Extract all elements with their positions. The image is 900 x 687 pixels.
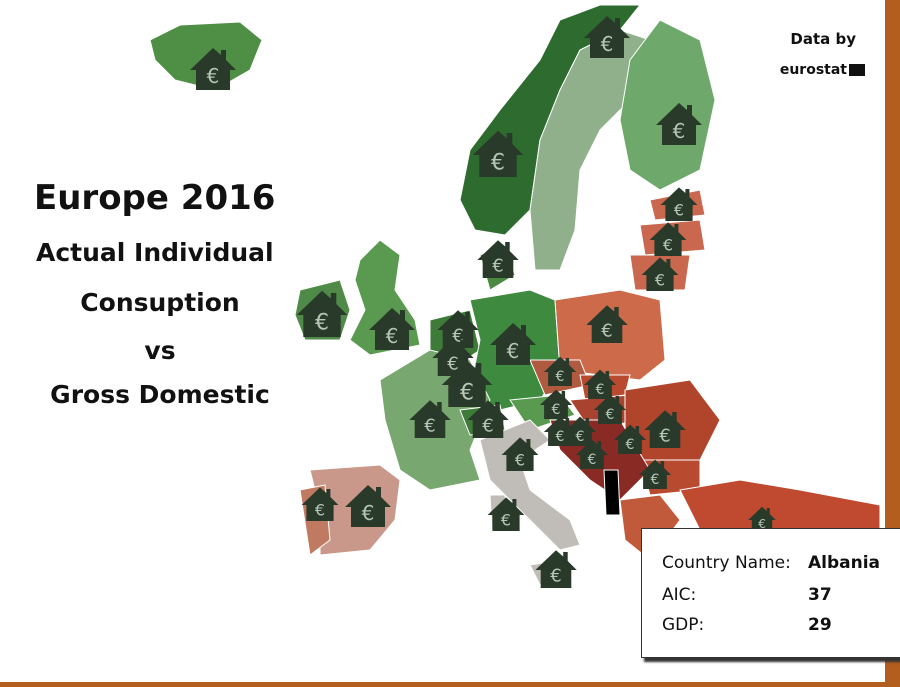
tooltip-country-value: Albania [808, 553, 881, 573]
title-line-2: Actual Individual [36, 238, 274, 267]
frame-border-right [885, 0, 900, 687]
svg-text:€: € [651, 472, 660, 488]
title-line-1: Europe 2016 [34, 178, 276, 218]
house-euro-icon[interactable]: € [296, 290, 348, 337]
svg-text:€: € [386, 324, 399, 348]
house-euro-icon[interactable]: € [487, 497, 525, 531]
tooltip-aic-label: AIC: [662, 585, 697, 605]
house-euro-icon[interactable]: € [644, 410, 686, 448]
svg-text:€: € [659, 426, 670, 447]
credit-source: eurostat [779, 62, 847, 78]
tooltip-gdp-label: GDP: [662, 615, 705, 635]
eurostat-logo: eurostat [780, 62, 865, 78]
svg-text:€: € [315, 310, 329, 335]
svg-text:€: € [362, 501, 375, 525]
svg-text:€: € [601, 321, 612, 342]
svg-text:€: € [424, 416, 435, 437]
svg-text:€: € [550, 566, 561, 587]
house-euro-icon[interactable]: € [641, 257, 679, 291]
tooltip-country-label: Country Name: [662, 553, 791, 573]
frame-border-bottom [0, 682, 900, 687]
house-euro-icon[interactable]: € [539, 389, 573, 419]
svg-text:€: € [674, 200, 684, 219]
country-albania[interactable] [603, 469, 621, 516]
svg-text:€: € [447, 354, 458, 375]
svg-text:€: € [515, 450, 525, 469]
house-euro-icon[interactable]: € [748, 506, 776, 532]
svg-text:€: € [626, 437, 635, 453]
house-euro-icon[interactable]: € [535, 550, 577, 588]
country-finland[interactable] [619, 19, 716, 191]
svg-text:€: € [596, 382, 605, 398]
svg-text:€: € [315, 500, 325, 519]
house-euro-icon[interactable]: € [477, 240, 519, 278]
house-euro-icon[interactable]: € [638, 459, 672, 489]
svg-text:€: € [556, 429, 565, 445]
house-euro-icon[interactable]: € [584, 16, 630, 58]
house-euro-icon[interactable]: € [583, 369, 617, 399]
svg-text:€: € [673, 119, 686, 143]
svg-text:€: € [492, 256, 503, 277]
svg-text:€: € [606, 407, 615, 423]
svg-text:€: € [552, 402, 561, 418]
svg-text:€: € [576, 429, 585, 445]
house-euro-icon[interactable]: € [301, 487, 339, 521]
tooltip-aic-value: 37 [808, 585, 832, 605]
svg-text:€: € [663, 235, 673, 254]
house-euro-icon[interactable]: € [660, 187, 698, 221]
country-tooltip: Country Name: Albania AIC: 37 GDP: 29 [641, 528, 900, 658]
europe-map[interactable]: €€€€€€€€€€€€€€€€€€€€€€€ € €€€€ € €€€€ [0, 0, 885, 682]
house-euro-icon[interactable]: € [190, 48, 236, 90]
house-euro-icon[interactable]: € [649, 222, 687, 256]
house-euro-icon[interactable]: € [437, 310, 479, 348]
house-euro-icon[interactable]: € [441, 360, 493, 407]
title-line-5: Gross Domestic [50, 380, 270, 409]
svg-text:€: € [207, 64, 220, 88]
house-euro-icon[interactable]: € [563, 416, 597, 446]
house-euro-icon[interactable]: € [467, 400, 509, 438]
house-euro-icon[interactable]: € [472, 130, 524, 177]
tooltip-country-row: Country Name: Albania [662, 553, 880, 573]
svg-text:€: € [507, 339, 520, 363]
tooltip-gdp-value: 29 [808, 615, 832, 635]
house-euro-icon[interactable]: € [501, 437, 539, 471]
title-line-3: Consuption [80, 288, 240, 317]
house-euro-icon[interactable]: € [656, 103, 702, 145]
house-euro-icon[interactable]: € [369, 308, 415, 350]
svg-text:€: € [588, 452, 597, 468]
house-euro-icon[interactable]: € [575, 439, 609, 469]
svg-text:€: € [460, 380, 474, 405]
tooltip-gdp-row: GDP: 29 [662, 615, 832, 635]
svg-text:€: € [556, 369, 565, 385]
svg-text:€: € [601, 32, 614, 56]
title-line-4: vs [144, 336, 176, 365]
tooltip-aic-row: AIC: 37 [662, 585, 832, 605]
credit-label: Data by [790, 30, 856, 48]
house-euro-icon[interactable]: € [543, 356, 577, 386]
house-euro-icon[interactable]: € [409, 400, 451, 438]
house-euro-icon[interactable]: € [593, 394, 627, 424]
house-euro-icon[interactable]: € [543, 416, 577, 446]
svg-text:€: € [452, 326, 463, 347]
svg-text:€: € [482, 416, 493, 437]
house-euro-icon[interactable]: € [613, 424, 647, 454]
svg-text:€: € [501, 510, 511, 529]
svg-text:€: € [758, 517, 766, 531]
svg-text:€: € [491, 150, 505, 175]
svg-text:€: € [655, 270, 665, 289]
house-euro-icon[interactable]: € [490, 323, 536, 365]
house-euro-icon[interactable]: € [345, 485, 391, 527]
house-euro-icon[interactable]: € [586, 305, 628, 343]
